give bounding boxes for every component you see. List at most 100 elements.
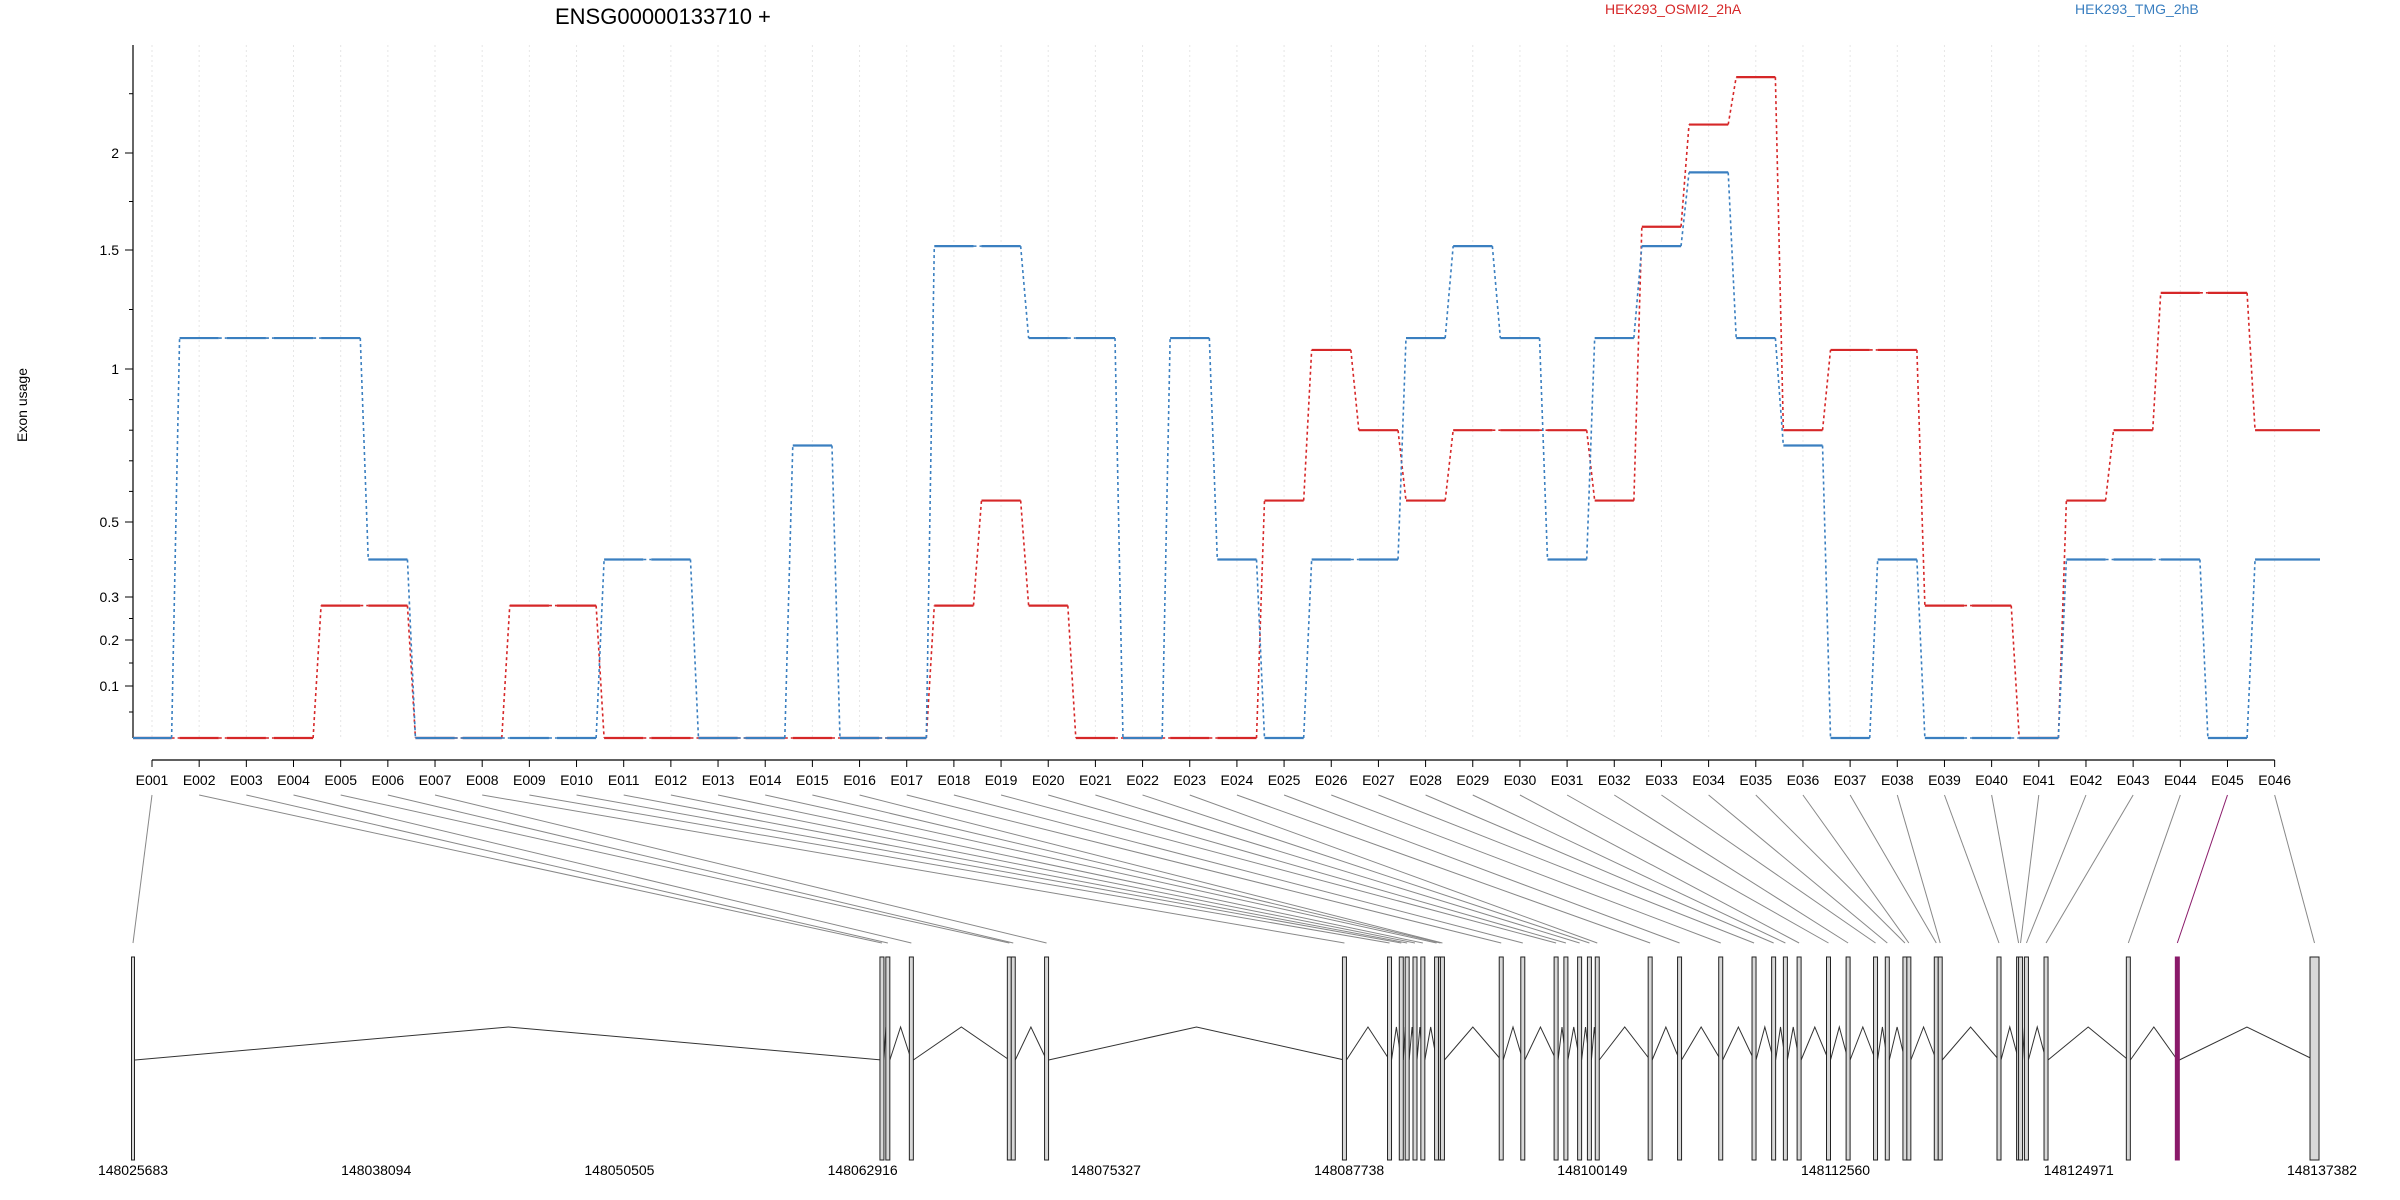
exon-box [2023,956,2029,1161]
series-connector [2151,292,2162,431]
series-connector [2057,559,2068,739]
intron [2179,1026,2315,1061]
exon-connector [623,794,1408,944]
x-tick-label: E015 [796,772,829,788]
exon-box [1044,956,1050,1161]
series-connector [1161,338,1171,739]
exon-connector [2274,794,2315,944]
x-tick-label: E006 [371,772,404,788]
exon-connector [1472,794,1786,944]
intron [2000,1025,2020,1061]
exon-box [1563,956,1569,1161]
series-connector [2010,605,2020,739]
x-tick-label: E007 [419,772,452,788]
series-connector [1019,500,1030,606]
exon-connector [717,794,1423,944]
exon-connector [2045,794,2134,944]
exon-connector [1519,794,1800,944]
exon-connector [246,794,888,944]
series-connector [1302,559,1313,739]
intron [1830,1025,1849,1061]
exon-box [879,956,885,1161]
exon-connector [1236,794,1651,944]
exon-connector [1378,794,1755,944]
exon-box [1937,956,1943,1161]
exon-connector [293,794,912,944]
y-axis-label: Exon usage [14,368,30,442]
x-tick-label: E030 [1504,772,1537,788]
exon-connector [1849,794,1937,944]
exon-connector [1142,794,1590,944]
series-connector [1444,246,1454,339]
x-tick-label: E043 [2117,772,2150,788]
x-tick-label: E023 [1173,772,1206,788]
exon-box [1577,956,1583,1161]
x-tick-label: E032 [1598,772,1631,788]
exon-box [885,956,891,1161]
legend-entry-tmg: HEK293_TMG_2hB [2075,1,2199,17]
series-connector [1067,605,1077,739]
series-connector [1019,246,1030,339]
x-tick-label: E020 [1032,772,1065,788]
x-tick-label: E003 [230,772,263,788]
x-tick-label: E016 [843,772,876,788]
exon-connector [1661,794,1876,944]
exon-connector [812,794,1441,944]
x-tick-label: E040 [1975,772,2008,788]
y-tick-label: 0.3 [100,589,120,605]
x-tick-label: E044 [2164,772,2197,788]
x-tick-label: E013 [702,772,735,788]
genomic-tick-label: 148075327 [1071,1162,1141,1178]
series-connector [1821,349,1832,431]
intron [1014,1025,1048,1061]
series-connector [1444,430,1454,501]
series-connector [2104,430,2115,501]
x-tick-label: E021 [1079,772,1112,788]
exon-box [1933,956,1939,1161]
genomic-tick-label: 148050505 [584,1162,654,1178]
x-tick-label: E012 [655,772,688,788]
x-tick-label: E002 [183,772,216,788]
x-tick-label: E039 [1928,772,1961,788]
series-connector [784,445,794,739]
x-tick-label: E034 [1692,772,1725,788]
exon-connector [2020,794,2040,944]
intron [1755,1025,1775,1061]
series-connector [1727,76,1737,125]
exon-box [1010,956,1016,1161]
exon-connector [1048,794,1567,944]
x-tick-label: E038 [1881,772,1914,788]
y-tick-label: 2 [111,145,119,161]
series-layer [133,76,2320,740]
x-tick-label: E036 [1787,772,1820,788]
exon-box [1520,956,1526,1161]
exon-connector [1283,794,1680,944]
exon-connector [906,794,1502,944]
intron [1849,1025,1877,1061]
exon-box [1341,956,1347,1161]
intron [1941,1026,2000,1061]
series-connector [1208,338,1219,560]
series-connector [1727,172,1737,339]
series-connector [595,559,605,739]
exon-connector [1425,794,1774,944]
x-tick-label: E008 [466,772,499,788]
exon-connector [953,794,1523,944]
y-tick-label: 0.1 [100,678,120,694]
x-tick-label: E018 [938,772,971,788]
series-1 [133,171,2320,740]
exon-box [1751,956,1757,1161]
exon-box [1412,956,1418,1161]
genomic-tick-label: 148124971 [2044,1162,2114,1178]
gene-model-layer: 148025683 148038094 148050505 148062916 1480… [98,956,2357,1178]
intron [913,1026,1010,1061]
series-connector [1585,430,1596,501]
genomic-tick-label: 148025683 [98,1162,168,1178]
x-tick-label: E004 [277,772,310,788]
series-connector [1633,226,1643,501]
intron [2129,1026,2178,1061]
exon-box [2309,956,2320,1161]
series-connector [1397,338,1407,560]
genomic-tick-label: 148087738 [1314,1162,1384,1178]
